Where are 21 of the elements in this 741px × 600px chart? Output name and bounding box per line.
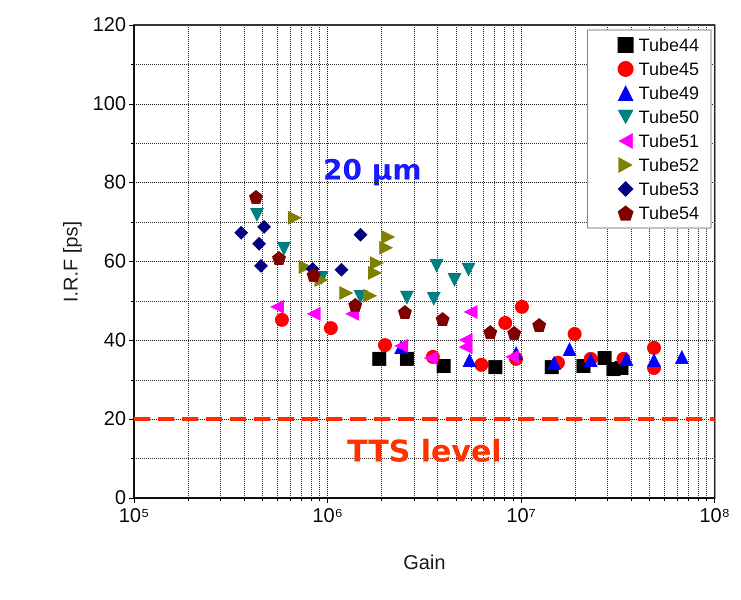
y-tick-label: 100 bbox=[92, 92, 126, 115]
legend-label: Tube45 bbox=[638, 59, 700, 79]
y-tick-label: 80 bbox=[104, 172, 126, 194]
y-axis-title: I.R.F [ps] bbox=[60, 220, 83, 302]
x-tick-label: 10⁶ bbox=[312, 505, 343, 527]
annotation: 20 µm bbox=[323, 154, 422, 186]
legend-label: Tube51 bbox=[638, 131, 700, 151]
y-tick-label: 60 bbox=[104, 250, 126, 272]
legend-label: Tube53 bbox=[638, 179, 700, 199]
x-tick-label: 10⁷ bbox=[506, 505, 536, 527]
x-axis-title: Gain bbox=[403, 552, 446, 574]
legend-label: Tube52 bbox=[638, 155, 700, 175]
y-tick-label: 20 bbox=[104, 408, 126, 430]
x-tick-label: 10⁸ bbox=[699, 505, 730, 527]
legend-label: Tube54 bbox=[638, 203, 700, 223]
y-tick-label: 120 bbox=[92, 14, 126, 36]
legend-label: Tube44 bbox=[638, 35, 700, 55]
ref-line-label: TTS level bbox=[347, 434, 502, 470]
legend-label: Tube50 bbox=[638, 107, 700, 127]
legend-label: Tube49 bbox=[638, 83, 700, 103]
y-tick-label: 40 bbox=[104, 329, 126, 352]
